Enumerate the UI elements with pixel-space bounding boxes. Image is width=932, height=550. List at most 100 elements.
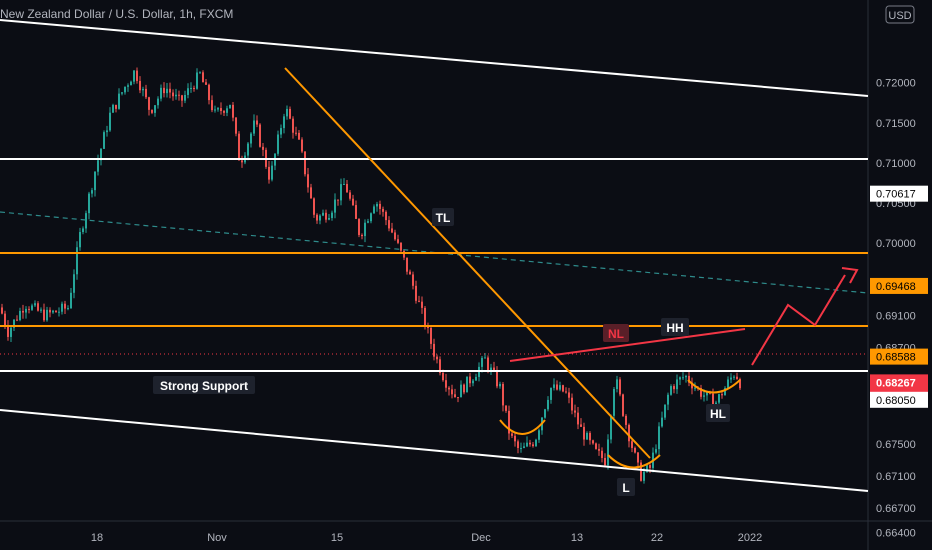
channel-upper-line[interactable] (0, 19, 869, 97)
annotation-strong-support[interactable]: Strong Support (153, 376, 255, 394)
candle-body (208, 84, 210, 101)
candle-body (559, 385, 561, 390)
channel-lower-line[interactable] (0, 409, 869, 492)
candle-body (268, 166, 270, 180)
candle-body (436, 356, 438, 360)
annotation-l[interactable]: L (617, 478, 635, 496)
candle-body (619, 379, 621, 395)
candle-body (187, 88, 189, 95)
candle-body (64, 303, 66, 309)
price-tick-label: 0.67500 (876, 439, 916, 451)
candle-body (613, 389, 615, 416)
candle-body (316, 214, 318, 221)
projection-path[interactable] (751, 274, 846, 366)
candle-body (625, 415, 627, 425)
candle-body (565, 391, 567, 393)
candle-body (202, 72, 204, 83)
candle-body (172, 92, 174, 97)
candle-body (601, 450, 603, 458)
annotation-nl[interactable]: NL (603, 324, 629, 342)
candle-body (523, 446, 525, 448)
candle-body (646, 465, 648, 472)
time-tick-label: 13 (571, 532, 583, 544)
candle-body (385, 211, 387, 221)
candle-body (358, 218, 360, 235)
neckline-nl[interactable] (509, 328, 746, 362)
candle-body (727, 379, 729, 388)
candle-body (241, 160, 243, 163)
candle-body (610, 415, 612, 440)
head-arc[interactable] (607, 454, 661, 469)
time-tick-label: 22 (651, 532, 663, 544)
candle-body (307, 174, 309, 188)
candle-body (526, 442, 528, 447)
candle-body (160, 87, 162, 99)
candle-body (157, 98, 159, 106)
annotation-hl[interactable]: HL (706, 404, 730, 422)
annotation-hh[interactable]: HH (661, 318, 689, 336)
candle-body (73, 274, 75, 293)
candle-body (352, 198, 354, 206)
time-tick-label: Dec (471, 532, 491, 544)
candle-body (676, 379, 678, 390)
currency-badge[interactable]: USD (885, 5, 915, 24)
candle-body (496, 370, 498, 387)
candle-body (700, 388, 702, 397)
candle-body (631, 441, 633, 448)
candle-body (616, 379, 618, 390)
candle-body (127, 85, 129, 87)
candle-body (28, 308, 30, 310)
candle-body (454, 394, 456, 398)
candle-body (337, 199, 339, 201)
price-tick-label: 0.66700 (876, 503, 916, 515)
svg-text:HL: HL (710, 407, 726, 421)
candle-body (85, 213, 87, 229)
svg-text:TL: TL (436, 211, 451, 225)
left-shoulder-arc[interactable] (499, 419, 546, 435)
candle-body (703, 395, 705, 397)
candle-body (61, 303, 63, 312)
time-tick-label: Nov (207, 532, 227, 544)
candle-body (718, 394, 720, 403)
candle-body (622, 394, 624, 416)
candle-body (547, 399, 549, 410)
candle-body (58, 311, 60, 313)
symbol-title[interactable]: New Zealand Dollar / U.S. Dollar, 1h, FX… (0, 7, 233, 21)
candle-body (397, 239, 399, 243)
candle-body (19, 310, 21, 321)
candle-body (25, 308, 27, 313)
right-shoulder-arc[interactable] (687, 379, 741, 394)
price-label-text: 0.68050 (876, 395, 916, 407)
price-label-0.68588: 0.68588 (870, 348, 928, 365)
candle-body (463, 384, 465, 393)
candle-body (400, 242, 402, 251)
candle-body (133, 70, 135, 82)
candle-body (733, 376, 735, 378)
candle-body (313, 198, 315, 215)
candle-body (661, 417, 663, 427)
candle-body (424, 307, 426, 328)
candle-body (691, 382, 693, 389)
candle-body (406, 257, 408, 272)
annotation-tl[interactable]: TL (432, 208, 454, 226)
svg-text:L: L (622, 481, 629, 495)
price-label-0.70617: 0.70617 (870, 185, 928, 202)
candle-body (553, 384, 555, 388)
candle-body (196, 72, 198, 89)
candle-body (607, 439, 609, 466)
candle-body (253, 120, 255, 134)
time-axis[interactable]: 18 Nov 15 Dec 13 22 2022 (91, 532, 762, 544)
projection-arrowhead-icon (841, 267, 859, 284)
candle-body (271, 165, 273, 180)
candle-body (121, 92, 123, 94)
candle-body (442, 372, 444, 381)
candle-body (421, 301, 423, 308)
candle-body (673, 386, 675, 390)
candle-body (670, 386, 672, 395)
candle-body (604, 457, 606, 466)
trendline-tl[interactable] (284, 67, 651, 459)
candle-body (247, 143, 249, 156)
